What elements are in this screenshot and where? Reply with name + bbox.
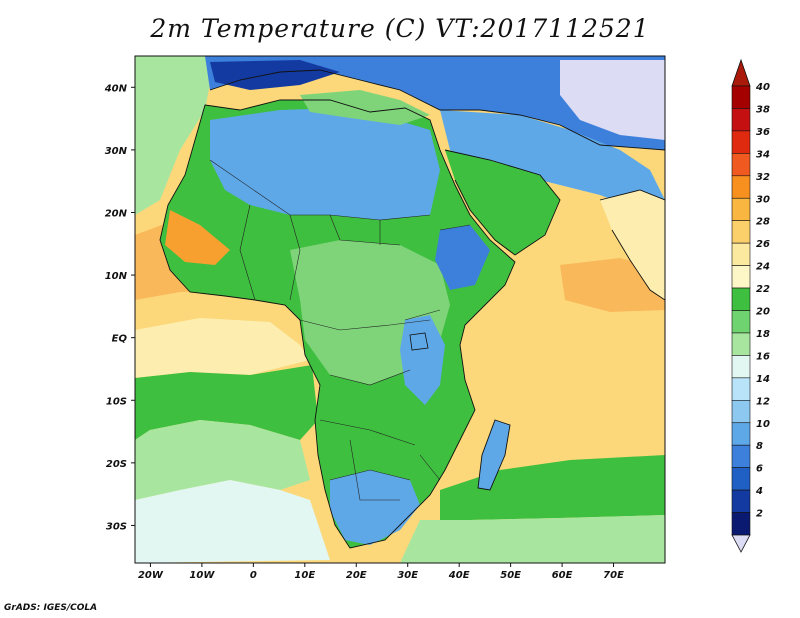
- indian-subcontinent-region: [600, 190, 665, 300]
- colorbar-swatch: [731, 85, 751, 109]
- lat-tick-label: 20N: [105, 208, 128, 219]
- map-axes: 40N 30N 20N 10N EQ 10S 20S 30S 20W 10W 0 10E 20E 30E 4…: [104, 83, 624, 581]
- lat-tick-label: 30S: [106, 521, 127, 532]
- colorbar-swatch: [731, 310, 751, 334]
- colorbar-label: 34: [756, 149, 770, 160]
- arabian-peninsula-region: [445, 150, 560, 255]
- east-african-highlands-cool-region: [400, 315, 445, 405]
- colorbar: 40 38 36 34 32 30 28 26 24 22 20 18 16 14 12 10 8 6 4 2: [731, 58, 770, 553]
- colorbar-label: 2: [756, 509, 763, 520]
- lat-tick-label: 20S: [106, 459, 127, 470]
- colorbar-top-arrow: [731, 58, 751, 87]
- colorbar-swatch: [731, 512, 751, 536]
- middle-east-cool-region: [440, 110, 665, 210]
- colorbar-swatch: [731, 197, 751, 222]
- colorbar-swatch: [731, 444, 751, 468]
- atlantic-green-band: [135, 365, 318, 440]
- colorbar-swatch: [731, 108, 751, 132]
- lon-tick-label: 20E: [346, 570, 367, 581]
- coastline-europe: [209, 69, 665, 151]
- colorbar-swatch: [731, 242, 751, 266]
- colorbar-label: 6: [756, 464, 763, 475]
- colorbar-label: 28: [756, 217, 770, 228]
- colorbar-label: 10: [756, 419, 770, 430]
- temperature-field: [135, 56, 665, 563]
- atlantic-mild-band: [135, 318, 310, 378]
- lake-victoria: [409, 332, 429, 351]
- europe-very-cold-region: [210, 60, 340, 90]
- lat-tick-label: 10S: [106, 396, 127, 407]
- atlantic-light-green-band: [135, 420, 310, 500]
- colorbar-label: 36: [756, 127, 770, 138]
- lon-tick-label: 10E: [294, 570, 315, 581]
- colorbar-label: 8: [756, 441, 763, 452]
- colorbar-swatch: [731, 265, 751, 289]
- coastline-india: [599, 189, 665, 301]
- colorbar-bottom-arrow: [731, 534, 751, 553]
- colorbar-swatch: [731, 489, 751, 513]
- lon-tick-label: 70E: [603, 570, 624, 581]
- coastline-madagascar: [477, 419, 511, 491]
- sahara-cool-region: [210, 108, 440, 220]
- colorbar-label: 32: [756, 172, 770, 183]
- lon-tick-label: 20W: [138, 570, 164, 581]
- colorbar-swatch: [731, 287, 751, 311]
- colorbar-label: 38: [756, 104, 770, 115]
- map-title: 2m Temperature (C) VT:2017112521: [150, 14, 650, 43]
- colorbar-label: 12: [756, 396, 770, 407]
- ethiopian-highlands-cool-region: [435, 225, 490, 290]
- colorbar-label: 40: [755, 82, 770, 93]
- mediterranean-green-band: [300, 90, 430, 125]
- north-atlantic-green-band: [135, 56, 215, 215]
- lon-tick-label: 0: [250, 570, 257, 581]
- colorbar-label: 18: [756, 329, 770, 340]
- colorbar-label: 22: [756, 284, 770, 295]
- southern-africa-cool-region: [330, 470, 420, 545]
- colorbar-label: 4: [755, 486, 763, 497]
- lat-tick-label: 40N: [104, 83, 128, 94]
- colorbar-swatch: [731, 332, 751, 356]
- madagascar-island: [478, 420, 510, 490]
- colorbar-label: 16: [756, 351, 770, 362]
- colorbar-swatch: [731, 399, 751, 424]
- lat-tick-label: 30N: [105, 146, 128, 157]
- colorbar-swatch: [731, 422, 751, 446]
- country-borders: [209, 159, 471, 501]
- colorbar-label: 14: [756, 374, 770, 385]
- colorbar-swatch: [731, 355, 751, 379]
- coastline-africa: [159, 99, 516, 549]
- south-atlantic-pale-band: [135, 480, 330, 563]
- colorbar-label: 20: [756, 307, 770, 318]
- europe-cold-region: [205, 56, 665, 150]
- lat-tick-label: EQ: [112, 334, 128, 345]
- indian-ocean-light-green-band: [400, 515, 665, 563]
- grads-footer: GrADS: IGES/COLA: [4, 603, 98, 613]
- colorbar-swatch: [731, 175, 751, 199]
- colorbar-label: 24: [756, 262, 770, 273]
- plot-frame: [134, 55, 666, 564]
- colorbar-swatch: [731, 377, 751, 401]
- colorbar-swatch: [731, 220, 751, 244]
- colorbar-swatch: [731, 153, 751, 177]
- colorbar-swatch: [731, 467, 751, 491]
- colorbar-swatch: [731, 130, 751, 154]
- colorbar-label: 26: [756, 239, 770, 250]
- lon-tick-label: 40E: [448, 570, 470, 581]
- lon-tick-label: 60E: [552, 570, 573, 581]
- lat-tick-label: 10N: [105, 271, 128, 282]
- lon-tick-label: 30E: [397, 570, 418, 581]
- lon-tick-label: 50E: [500, 570, 521, 581]
- colorbar-label: 30: [756, 194, 770, 205]
- coastline-arabia: [444, 149, 561, 256]
- iran-highlands-coldest-region: [560, 60, 665, 140]
- lon-tick-label: 10W: [189, 570, 215, 581]
- west-africa-warm-region: [165, 210, 230, 265]
